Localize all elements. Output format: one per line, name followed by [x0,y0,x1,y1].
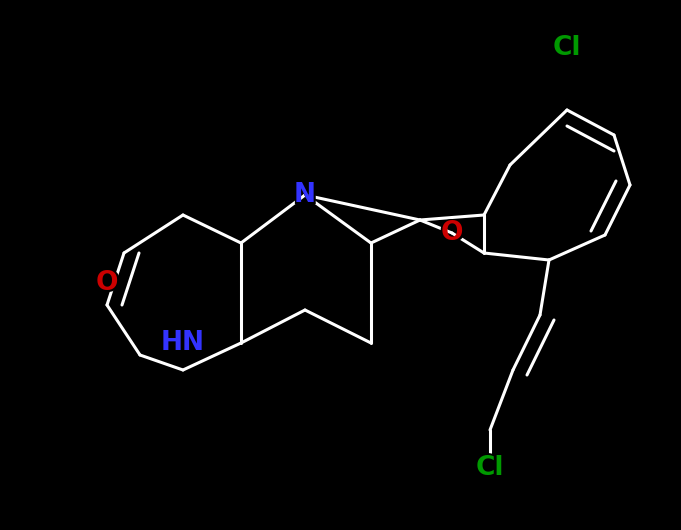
Text: N: N [291,180,319,210]
Text: HN: HN [161,330,205,356]
Text: N: N [294,182,316,208]
Text: O: O [96,270,118,296]
Text: HN: HN [156,328,210,358]
Text: O: O [441,220,463,246]
Text: Cl: Cl [473,453,507,483]
Text: Cl: Cl [553,35,582,61]
Text: O: O [439,217,466,249]
Text: Cl: Cl [476,455,504,481]
Text: O: O [93,268,121,298]
Text: Cl: Cl [550,32,584,64]
